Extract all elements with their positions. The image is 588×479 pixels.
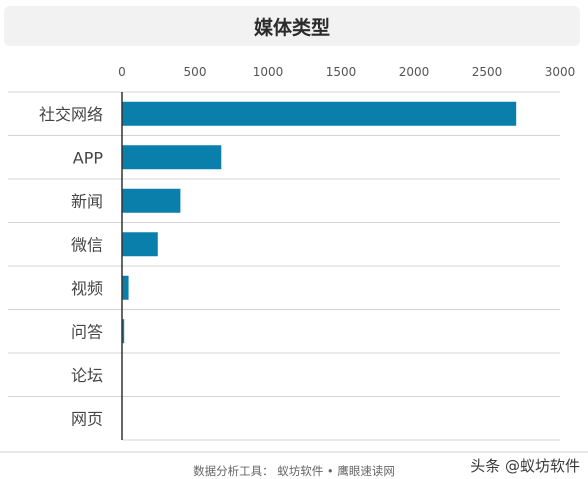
category-label: 新闻	[71, 192, 103, 211]
chart-title-bar: 媒体类型	[4, 6, 580, 46]
category-label: APP	[73, 148, 104, 167]
x-tick-label: 3000	[545, 65, 576, 79]
x-tick-label: 0	[118, 65, 126, 79]
bar	[122, 188, 181, 213]
bar	[122, 232, 158, 257]
category-label: 论坛	[71, 366, 103, 385]
category-label: 问答	[71, 322, 103, 341]
bar	[122, 275, 129, 300]
watermark: 头条 @蚁坊软件	[468, 455, 582, 476]
x-tick-label: 1000	[253, 65, 284, 79]
x-tick-label: 2000	[399, 65, 430, 79]
category-label: 微信	[71, 235, 103, 254]
x-tick-label: 2500	[472, 65, 503, 79]
source-note: 数据分析工具： 蚁坊软件 • 鹰眼速读网	[193, 464, 395, 478]
bar	[122, 101, 517, 126]
bar	[122, 319, 125, 344]
category-label: 网页	[71, 409, 103, 428]
x-tick-label: 1500	[326, 65, 357, 79]
category-label: 视频	[71, 279, 103, 298]
bar	[122, 145, 222, 170]
x-tick-label: 500	[184, 65, 207, 79]
category-label: 社交网络	[39, 105, 103, 124]
chart-title: 媒体类型	[253, 16, 330, 39]
